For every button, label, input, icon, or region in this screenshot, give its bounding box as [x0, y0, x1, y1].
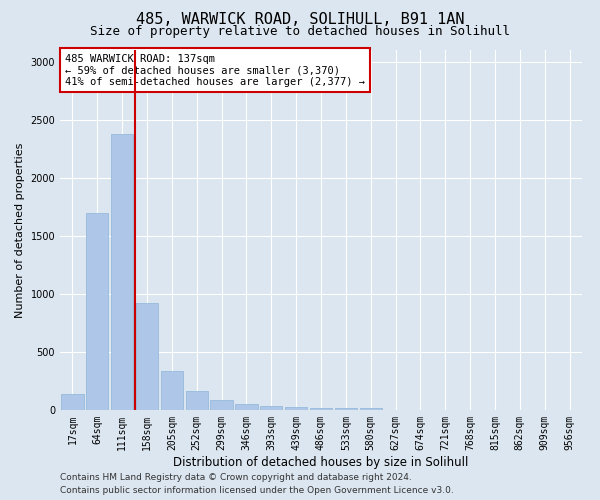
Bar	[260, 406, 283, 410]
Bar	[235, 404, 257, 410]
Text: Size of property relative to detached houses in Solihull: Size of property relative to detached ho…	[90, 25, 510, 38]
Bar	[335, 408, 357, 410]
Bar	[185, 392, 208, 410]
Bar	[136, 303, 158, 410]
Bar	[61, 394, 83, 410]
X-axis label: Distribution of detached houses by size in Solihull: Distribution of detached houses by size …	[173, 456, 469, 468]
Y-axis label: Number of detached properties: Number of detached properties	[15, 142, 25, 318]
Text: Contains HM Land Registry data © Crown copyright and database right 2024.: Contains HM Land Registry data © Crown c…	[60, 474, 412, 482]
Bar	[86, 212, 109, 410]
Bar	[161, 370, 183, 410]
Bar	[211, 400, 233, 410]
Bar	[359, 408, 382, 410]
Bar	[285, 407, 307, 410]
Text: 485, WARWICK ROAD, SOLIHULL, B91 1AN: 485, WARWICK ROAD, SOLIHULL, B91 1AN	[136, 12, 464, 28]
Text: 485 WARWICK ROAD: 137sqm
← 59% of detached houses are smaller (3,370)
41% of sem: 485 WARWICK ROAD: 137sqm ← 59% of detach…	[65, 54, 365, 87]
Bar	[310, 408, 332, 410]
Text: Contains public sector information licensed under the Open Government Licence v3: Contains public sector information licen…	[60, 486, 454, 495]
Bar	[111, 134, 133, 410]
